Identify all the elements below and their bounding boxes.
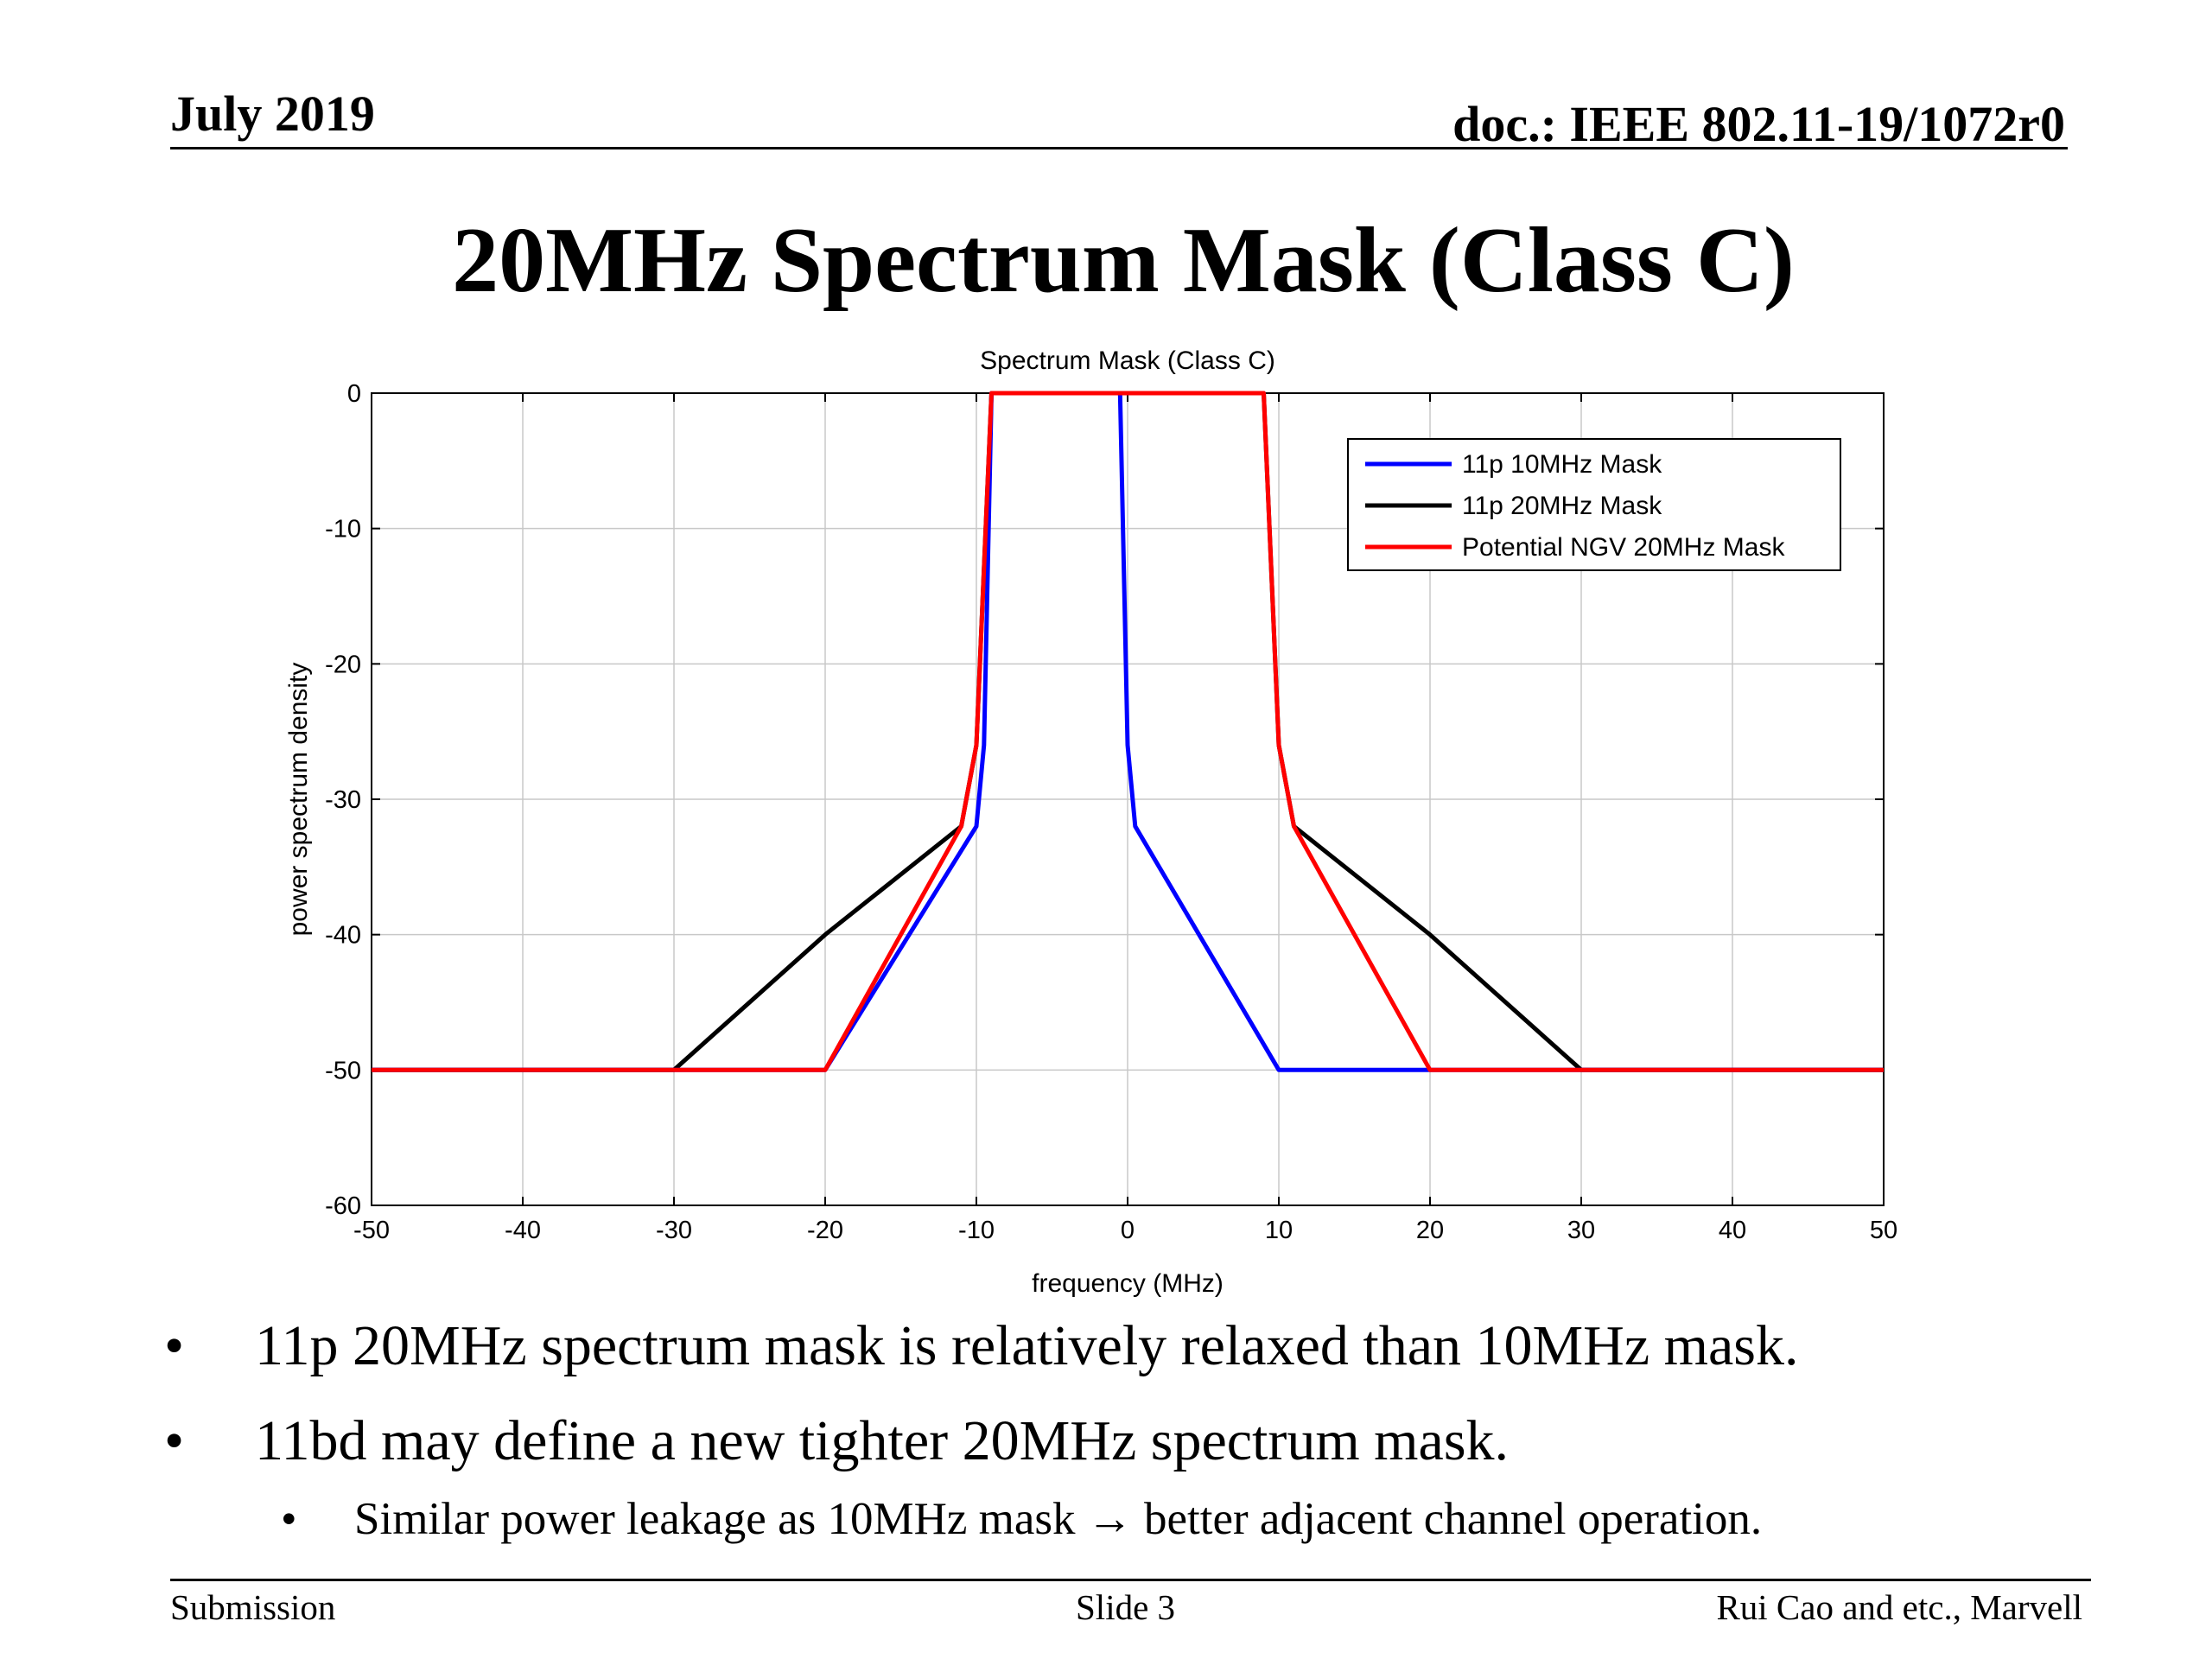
header-doc-id: doc.: IEEE 802.11-19/1072r0 [1452,96,2065,152]
bullet-text: 11p 20MHz spectrum mask is relatively re… [255,1314,1799,1377]
y-tick-label: -10 [325,516,361,543]
series-lines [372,391,1884,1072]
bullet-text: 11bd may define a new tighter 20MHz spec… [255,1409,1510,1472]
y-axis-label: power spectrum density [284,663,313,937]
y-tick-label: -50 [325,1057,361,1084]
header-date: July 2019 [170,86,375,142]
bullet-marker: • [164,1314,185,1377]
spectrum-mask-chart: -50 -40 -30 -20 -10 0 10 20 30 40 50 0 -10 -20 -30 -40 -… [284,346,1897,1298]
x-tick-label: 10 [1265,1217,1293,1244]
y-tick-label: 0 [347,380,361,408]
y-tick-label: -60 [325,1192,361,1220]
footer-submission: Submission [170,1587,336,1627]
legend-label: 11p 20MHz Mask [1462,492,1662,520]
y-tick-label: -20 [325,651,361,678]
series-line-potential-ngv-20mhz-mask [372,391,1884,1072]
x-axis-label: frequency (MHz) [1032,1269,1224,1298]
y-tick-label: -40 [325,922,361,950]
footer-author: Rui Cao and etc., Marvell [1716,1587,2082,1627]
legend-label: Potential NGV 20MHz Mask [1462,533,1785,562]
sub-bullet-text: Similar power leakage as 10MHz mask → be… [354,1494,1763,1544]
tick-labels: -50 -40 -30 -20 -10 0 10 20 30 40 50 0 -10 -20 -30 -40 -… [325,380,1897,1244]
y-tick-label: -30 [325,786,361,814]
footer-rule [170,1579,2091,1581]
x-tick-label: 0 [1121,1217,1135,1244]
x-tick-label: 30 [1567,1217,1595,1244]
chart-title: Spectrum Mask (Class C) [980,346,1275,375]
footer-slide-number: Slide 3 [1076,1587,1176,1627]
legend-label: 11p 10MHz Mask [1462,450,1662,479]
x-tick-label: -30 [656,1217,692,1244]
sub-bullet-marker: • [281,1494,297,1544]
x-tick-label: 40 [1719,1217,1746,1244]
x-tick-label: 50 [1870,1217,1897,1244]
x-tick-label: -10 [958,1217,995,1244]
x-tick-label: -20 [807,1217,843,1244]
x-tick-label: -50 [353,1217,390,1244]
header-rule [170,147,2068,149]
x-tick-label: 20 [1416,1217,1444,1244]
x-tick-label: -40 [505,1217,541,1244]
slide-title: 20MHz Spectrum Mask (Class C) [452,209,1795,312]
legend: 11p 10MHz Mask 11p 20MHz Mask Potential NG… [1347,438,1841,571]
bullet-marker: • [164,1409,185,1472]
